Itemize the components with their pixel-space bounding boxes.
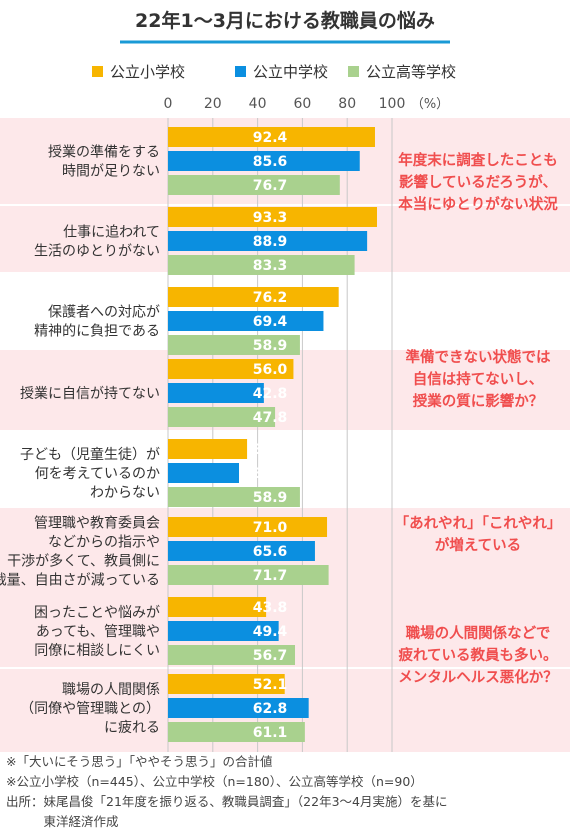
category-label: 精神的に負担である <box>34 324 160 340</box>
bar-value-label: 42.8 <box>253 386 288 402</box>
legend-swatch-1 <box>92 66 103 77</box>
bar-2 <box>168 698 309 718</box>
bar-value-label: 93.3 <box>253 210 288 226</box>
bar-value-label: 58.9 <box>253 490 288 506</box>
bar-3 <box>168 722 305 742</box>
category-label: に疲れる <box>104 719 160 736</box>
category-label: 困ったことや悩みが <box>34 605 160 621</box>
bar-value-label: 35.3 <box>253 442 288 458</box>
bar-1 <box>168 597 267 617</box>
category-label: 職場の人間関係 <box>62 682 160 698</box>
annotation-text: 影響しているだろうが、 <box>399 173 557 191</box>
bar-3 <box>168 565 329 585</box>
bar-3 <box>168 175 340 195</box>
legend-label-1: 公立小学校 <box>110 63 185 81</box>
footnote: ※公立小学校（n=445）、公立中学校（n=180）、公立高等学校（n=90） <box>6 774 423 789</box>
bar-3 <box>168 487 300 507</box>
chart-title: 22年1～3月における教職員の悩み <box>135 9 435 32</box>
bar-value-label: 83.3 <box>253 258 288 274</box>
bar-value-label: 88.9 <box>253 234 288 250</box>
bar-value-label: 61.1 <box>253 725 288 741</box>
legend-swatch-3 <box>348 66 359 77</box>
bar-value-label: 31.7 <box>253 466 288 482</box>
bar-3 <box>168 645 296 665</box>
category-label: 子ども（児童生徒）が <box>20 446 160 463</box>
bar-2 <box>168 621 279 641</box>
category-label: 保護者への対応が <box>48 305 160 321</box>
category-label: わからない <box>90 485 160 501</box>
bar-2 <box>168 151 360 171</box>
annotation-text: 授業の質に影響か？ <box>413 392 544 410</box>
bar-value-label: 71.0 <box>253 520 288 536</box>
bar-3 <box>168 407 276 427</box>
footnote: ※「大いにそう思う」「ややそう思う」の合計値 <box>6 754 272 769</box>
annotation-text: 準備できない状態では <box>406 348 551 366</box>
category-label: 干渉が多くて、教員側に <box>7 553 160 570</box>
footnote: 東洋経済作成 <box>6 814 119 829</box>
x-tick-label: 80 <box>338 96 356 112</box>
category-label: 授業に自信が持てない <box>20 386 160 402</box>
bar-1 <box>168 359 294 379</box>
x-tick-label: 60 <box>293 96 311 112</box>
bar-1 <box>168 127 375 147</box>
legend-swatch-2 <box>235 66 246 77</box>
bar-1 <box>168 674 285 694</box>
category-label: 裁量、自由さが減っている <box>0 572 160 589</box>
annotation-text: 疲れている教員も多い。 <box>398 646 557 664</box>
x-tick-label: 20 <box>204 96 222 112</box>
category-label: 何を考えているのか <box>35 466 160 482</box>
annotation-text: 年度末に調査したことも <box>398 151 558 169</box>
bar-value-label: 71.7 <box>253 568 288 584</box>
bar-value-label: 92.4 <box>253 130 288 146</box>
bar-value-label: 76.2 <box>253 290 288 306</box>
bar-value-label: 65.6 <box>253 544 288 560</box>
category-label: 時間が足りない <box>62 164 160 180</box>
bar-value-label: 85.6 <box>253 154 288 170</box>
bar-3 <box>168 335 300 355</box>
annotation-text: が増えている <box>435 536 521 554</box>
category-label: （同僚や管理職との） <box>20 701 160 717</box>
category-label: 生活のゆとりがない <box>34 244 160 260</box>
category-label: 仕事に追われて <box>63 225 160 241</box>
bar-1 <box>168 439 248 459</box>
bar-value-label: 52.1 <box>253 677 288 693</box>
x-tick-label: 40 <box>249 96 267 112</box>
x-tick-label: 100 <box>379 96 406 112</box>
bar-value-label: 43.8 <box>253 600 288 616</box>
bar-value-label: 58.9 <box>253 338 288 354</box>
bar-value-label: 69.4 <box>253 314 288 330</box>
bar-2 <box>168 231 368 251</box>
bar-value-label: 56.0 <box>253 362 288 378</box>
bar-value-label: 47.8 <box>253 410 288 426</box>
legend-label-2: 公立中学校 <box>253 63 328 81</box>
category-label: あっても、管理職や <box>36 624 160 640</box>
bar-2 <box>168 463 240 483</box>
bar-3 <box>168 255 355 275</box>
category-label: などからの指示や <box>48 535 160 551</box>
bar-2 <box>168 311 324 331</box>
annotation-text: 自信は持てないし、 <box>413 370 544 388</box>
bar-2 <box>168 383 264 403</box>
category-label: 管理職や教育委員会 <box>34 516 160 532</box>
annotation-text: 「あれやれ」「これやれ」 <box>395 514 562 532</box>
annotation-text: 職場の人間関係などで <box>406 624 551 642</box>
category-label: 授業の準備をする <box>48 145 160 161</box>
bar-1 <box>168 207 377 227</box>
bar-1 <box>168 517 328 537</box>
footnote: 出所：妹尾昌俊「21年度を振り返る、教職員調査」（22年3～4月実施）を基に <box>6 794 447 809</box>
bar-value-label: 62.8 <box>253 701 288 717</box>
bar-1 <box>168 287 339 307</box>
annotation-text: メンタルヘルス悪化か？ <box>398 668 558 686</box>
unit-label: （%） <box>411 97 449 112</box>
category-label: 同僚に相談しにくい <box>34 643 160 659</box>
bar-value-label: 49.4 <box>253 624 288 640</box>
bar-value-label: 56.7 <box>253 648 288 664</box>
bar-2 <box>168 541 315 561</box>
legend-label-3: 公立高等学校 <box>366 63 456 81</box>
annotation-text: 本当にゆとりがない状況 <box>398 195 558 213</box>
bar-value-label: 76.7 <box>253 178 288 194</box>
x-tick-label: 0 <box>164 96 173 112</box>
